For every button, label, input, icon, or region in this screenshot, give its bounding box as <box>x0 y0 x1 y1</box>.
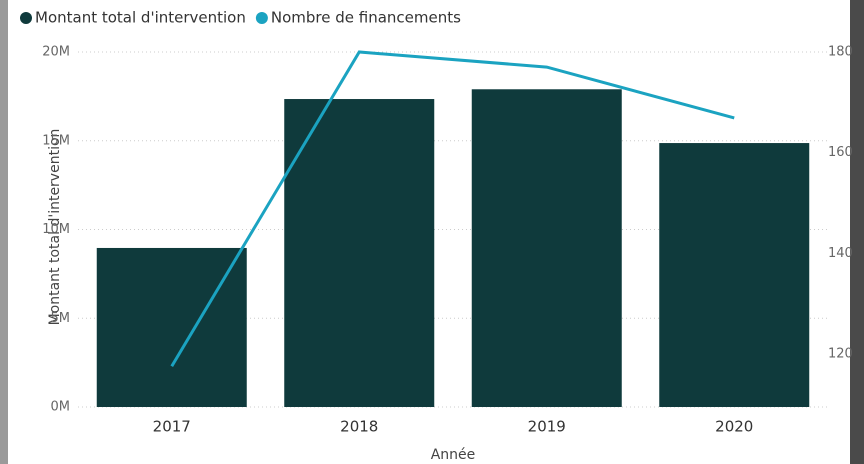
y2-tick-label: 140 <box>828 246 853 261</box>
y-tick-label: 10M <box>42 222 70 237</box>
y-tick-label: 15M <box>42 133 70 148</box>
x-tick-label: 2018 <box>340 418 378 436</box>
bar <box>471 89 622 408</box>
y-tick-label: 5M <box>51 311 71 326</box>
y2-tick-label: 180 <box>828 45 853 60</box>
y-tick-label: 0M <box>51 400 71 415</box>
x-tick-label: 2017 <box>153 418 191 436</box>
bar <box>659 143 810 407</box>
y2-tick-label: 120 <box>828 347 853 362</box>
y-tick-label: 20M <box>42 45 70 60</box>
frame-edge <box>850 0 864 464</box>
legend-label: Nombre de financements <box>271 9 461 27</box>
x-tick-label: 2019 <box>528 418 566 436</box>
line <box>170 50 735 367</box>
bar <box>96 247 247 407</box>
x-axis-title: Année <box>431 447 476 463</box>
x-tick-label: 2020 <box>715 418 753 436</box>
legend-swatch <box>20 12 32 24</box>
y-axis-title: Montant total d'intervention <box>47 129 63 326</box>
legend-label: Montant total d'intervention <box>35 9 246 27</box>
bar <box>284 99 435 407</box>
y2-tick-label: 160 <box>828 145 853 160</box>
legend-swatch <box>255 12 268 24</box>
